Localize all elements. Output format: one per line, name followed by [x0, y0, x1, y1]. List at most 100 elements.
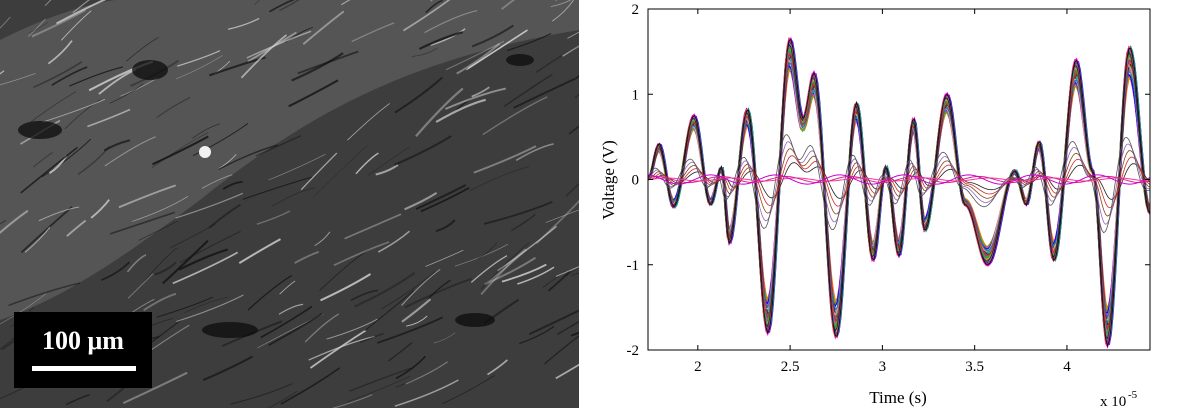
micrograph-ridge — [503, 73, 553, 108]
micrograph-ridge — [347, 103, 390, 141]
x-tick-label: 3.5 — [965, 359, 984, 375]
micrograph-ridge — [433, 332, 456, 344]
y-tick-label: 0 — [632, 173, 640, 189]
micrograph-ridge — [469, 166, 529, 192]
micrograph-ridge — [555, 363, 579, 380]
series-group — [648, 36, 1150, 349]
micrograph-ridge — [313, 144, 368, 197]
micrograph-ridge — [64, 99, 102, 130]
micrograph-pit — [132, 60, 168, 80]
micrograph-ridge — [126, 254, 147, 273]
micrograph-ridge — [471, 24, 514, 48]
micrograph-ridge — [240, 34, 288, 79]
micrograph-ridge — [405, 361, 448, 385]
micrograph-ridge — [217, 144, 278, 171]
micrograph-ridge — [424, 10, 478, 34]
micrograph-ridge — [477, 242, 498, 260]
micrograph-ridge — [269, 0, 295, 13]
micrograph-ridge — [260, 305, 313, 339]
micrograph-ridge — [395, 379, 416, 388]
micrograph-ridge — [151, 132, 209, 169]
micrograph-ridge — [394, 379, 459, 407]
micrograph-ridge — [8, 282, 81, 307]
micrograph-ridge — [143, 292, 177, 312]
chart-svg: 2 2.5 3 3.5 4 -2 -1 0 1 2 Voltage (V) Time (s) x … — [599, 2, 1151, 410]
micrograph-ridge — [208, 203, 241, 229]
micrograph-ridge — [320, 273, 372, 302]
micrograph-ridge — [571, 272, 579, 277]
micrograph-ridge — [483, 200, 553, 225]
micrograph-ridge — [175, 55, 223, 80]
micrograph-ridge — [175, 192, 244, 219]
micrograph-ridge — [308, 335, 376, 361]
micrograph-ridge — [201, 174, 233, 189]
micrograph-ridge — [435, 219, 456, 233]
micrograph-ridge — [562, 44, 579, 57]
micrograph-ridge — [513, 77, 577, 109]
micrograph-ridge — [44, 0, 52, 6]
micrograph-ridge — [347, 375, 411, 403]
micrograph-ridge — [192, 122, 249, 157]
y-tick-label: 2 — [632, 2, 640, 18]
micrograph-ridge — [331, 394, 373, 408]
micrograph-ridge — [127, 273, 154, 299]
micrograph-ridge — [545, 209, 579, 223]
micrograph-ridge — [104, 136, 156, 167]
micrograph-ridge — [297, 50, 359, 75]
micrograph-ridge — [279, 280, 296, 295]
micrograph-ridge — [454, 244, 508, 267]
micrograph-ridge — [377, 230, 411, 253]
micrograph-ridge — [246, 30, 312, 59]
micrograph-ridge — [118, 184, 177, 209]
micrograph-ridge — [565, 182, 579, 197]
micrograph-ridge — [179, 230, 241, 264]
micrograph-ridge — [420, 186, 470, 213]
micrograph-ridge — [222, 181, 243, 190]
flat-trace-2 — [648, 175, 1150, 184]
micrograph-ridge — [466, 29, 528, 71]
micrograph-ridge — [41, 98, 106, 123]
micrograph-ridge — [326, 318, 378, 340]
flat-trace-3 — [648, 174, 1150, 185]
micrograph-ridge — [0, 209, 29, 235]
micrograph-ridge — [456, 42, 501, 75]
micrograph-ridge — [109, 211, 175, 235]
micrograph-ridge — [294, 251, 320, 264]
micrograph-ridge — [367, 146, 410, 176]
x-tick-label: 2 — [694, 359, 702, 375]
micrograph-ridge — [30, 91, 76, 122]
micrograph-ridge — [402, 0, 451, 32]
x-tick-label: 2.5 — [781, 359, 800, 375]
micrograph-ridge — [31, 9, 87, 38]
micrograph-ridge — [288, 79, 339, 108]
micrograph-ridge — [319, 248, 371, 292]
micrograph-ridge — [272, 187, 315, 207]
micrograph-ridge — [515, 143, 554, 161]
micrograph-ridge — [497, 225, 557, 272]
micrograph-ridge — [401, 298, 432, 323]
micrograph-ridge — [0, 220, 7, 225]
micrograph-ridge — [350, 289, 379, 302]
y-axis-label: Voltage (V) — [599, 140, 618, 219]
micrograph-ridge — [65, 393, 91, 406]
micrograph-ridge — [353, 272, 416, 308]
micrograph-ridge — [487, 359, 508, 376]
micrograph-ridge — [247, 274, 293, 311]
micrograph-ridge — [484, 256, 537, 286]
micrograph-ridge — [268, 312, 323, 346]
micrograph-ridge — [394, 76, 443, 114]
micrograph-ridge — [550, 0, 572, 7]
micrograph-ridge — [72, 0, 90, 14]
micrograph-ridge — [20, 146, 78, 194]
micrograph-ridge — [473, 145, 537, 174]
micrograph-ridge — [364, 290, 414, 332]
micrograph-ridge — [302, 10, 345, 45]
micrograph-ridge — [20, 206, 73, 254]
micrograph-ridge — [567, 31, 579, 39]
y-tick-label: -1 — [627, 258, 640, 274]
x-axis-label: Time (s) — [869, 388, 926, 407]
micrograph-ridge — [60, 10, 92, 41]
micrograph-ridge — [202, 355, 253, 382]
micrograph-ridge — [279, 0, 300, 12]
micrograph-ridge — [28, 22, 49, 34]
